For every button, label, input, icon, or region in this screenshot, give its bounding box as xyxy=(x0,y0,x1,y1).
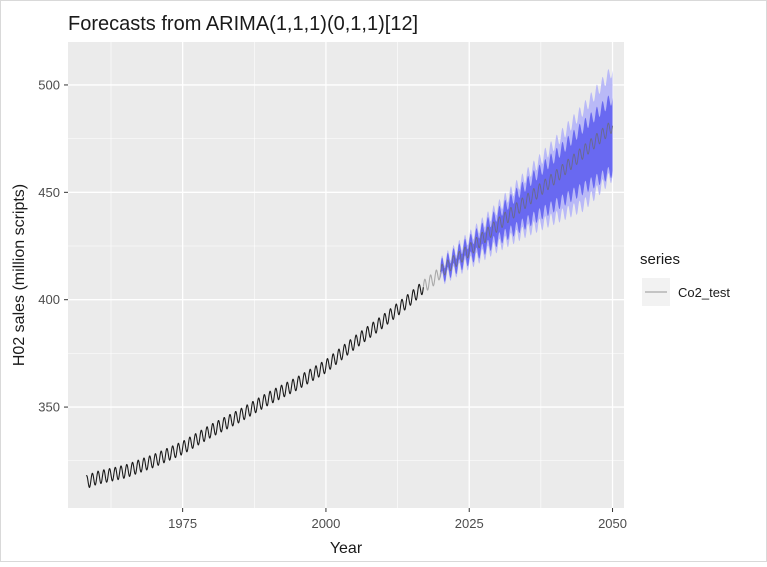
observed-series-line xyxy=(85,283,424,489)
x-tick-label: 2050 xyxy=(598,516,627,531)
y-axis-label: H02 sales (million scripts) xyxy=(11,184,28,366)
forecast-mean-line xyxy=(440,122,613,276)
y-tick-label: 350 xyxy=(38,400,60,415)
co2-test-series-line xyxy=(422,269,442,291)
legend-title: series xyxy=(640,251,680,268)
y-tick-label: 500 xyxy=(38,77,60,92)
x-axis-ticks: 1975 2000 2025 2050 xyxy=(168,508,627,531)
y-axis-ticks: 350 400 450 500 xyxy=(38,77,68,415)
legend-entry-co2-test: Co2_test xyxy=(678,285,730,300)
legend: series Co2_test xyxy=(640,251,730,306)
x-axis-label: Year xyxy=(330,540,363,557)
y-tick-label: 400 xyxy=(38,292,60,307)
grid-lines xyxy=(68,42,624,508)
series-lines xyxy=(85,122,613,489)
x-tick-label: 2000 xyxy=(311,516,340,531)
plot-panel xyxy=(68,42,624,508)
x-tick-label: 2025 xyxy=(455,516,484,531)
x-tick-label: 1975 xyxy=(168,516,197,531)
chart-title: Forecasts from ARIMA(1,1,1)(0,1,1)[12] xyxy=(68,13,418,35)
y-tick-label: 450 xyxy=(38,185,60,200)
